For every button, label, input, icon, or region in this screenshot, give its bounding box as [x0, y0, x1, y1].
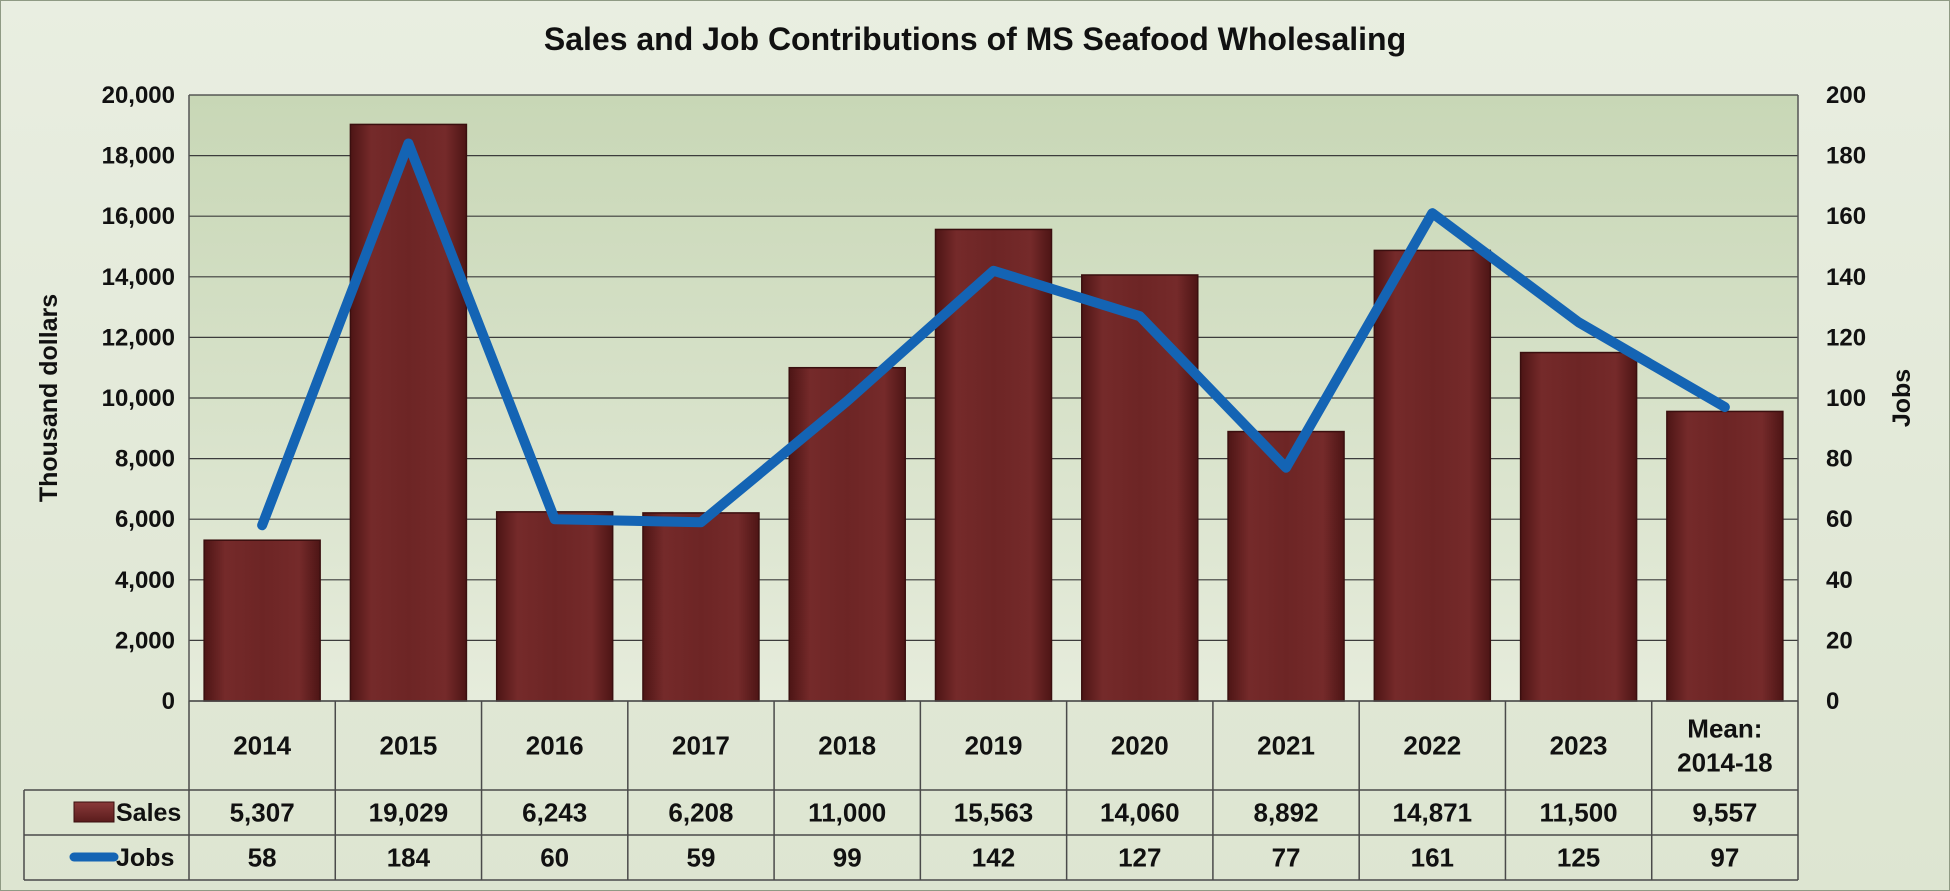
sales-bars [203, 123, 1784, 702]
sales-bar [495, 511, 614, 702]
jobs-value-label: 59 [686, 843, 715, 873]
jobs-point [1724, 406, 1726, 408]
left-tick-label: 10,000 [102, 385, 175, 412]
sales-bar [349, 123, 468, 702]
sales-value-label: 11,000 [808, 798, 886, 828]
jobs-point [1285, 467, 1287, 469]
category-label: 2016 [526, 731, 584, 761]
sales-value-label: 15,563 [954, 798, 1034, 828]
sales-value-label: 14,871 [1393, 798, 1473, 828]
category-label: 2018 [818, 731, 876, 761]
sales-value-label: 9,557 [1692, 798, 1757, 828]
right-tick-label: 160 [1826, 203, 1866, 230]
jobs-value-label: 97 [1710, 843, 1739, 873]
sales-bar [1227, 430, 1345, 702]
jobs-point [846, 400, 848, 402]
sales-bar [203, 539, 321, 702]
sales-bar [1666, 410, 1784, 702]
sales-row-label: Sales [116, 799, 181, 827]
left-tick-label: 18,000 [102, 143, 175, 170]
right-tick-label: 20 [1826, 627, 1853, 654]
jobs-point [1431, 212, 1433, 214]
sales-bar [1373, 249, 1492, 702]
right-tick-label: 0 [1826, 688, 1839, 715]
category-label: 2014-18 [1677, 748, 1772, 778]
sales-bar [788, 366, 906, 702]
sales-bar [642, 512, 760, 702]
left-tick-label: 14,000 [102, 264, 175, 291]
category-label: 2021 [1257, 731, 1315, 761]
left-tick-label: 12,000 [102, 324, 175, 351]
jobs-value-label: 184 [387, 843, 431, 873]
category-label: 2017 [672, 731, 730, 761]
left-axis-title: Thousand dollars [35, 294, 63, 502]
left-axis-ticks: 0 2,000 4,000 6,000 8,000 10,000 12,000 14,000 1… [102, 82, 175, 715]
left-tick-label: 20,000 [102, 82, 175, 109]
left-tick-label: 4,000 [115, 567, 175, 594]
sales-bar [1519, 351, 1638, 702]
right-tick-label: 60 [1826, 506, 1853, 533]
right-tick-label: 100 [1826, 385, 1866, 412]
category-label: Mean: [1687, 714, 1762, 744]
jobs-value-label: 142 [972, 843, 1015, 873]
jobs-value-label: 127 [1118, 843, 1161, 873]
right-tick-label: 180 [1826, 143, 1866, 170]
chart-title: Sales and Job Contributions of MS Seafoo… [544, 21, 1406, 57]
right-axis-title: Jobs [1888, 369, 1916, 427]
jobs-value-label: 58 [248, 843, 277, 873]
jobs-value-label: 125 [1557, 843, 1600, 873]
right-axis-ticks: 0 20 40 60 80 100 120 140 160 180 200 [1826, 82, 1866, 715]
right-tick-label: 40 [1826, 567, 1853, 594]
jobs-row-label: Jobs [116, 844, 174, 872]
sales-legend-swatch [73, 801, 115, 823]
right-tick-label: 80 [1826, 446, 1853, 473]
jobs-value-label: 161 [1411, 843, 1454, 873]
jobs-point [1578, 321, 1580, 323]
category-label: 2023 [1550, 731, 1608, 761]
category-label: 2022 [1403, 731, 1461, 761]
sales-value-label: 14,060 [1100, 798, 1180, 828]
jobs-value-label: 99 [833, 843, 862, 873]
category-label: 2019 [965, 731, 1023, 761]
jobs-line-group [257, 138, 1730, 531]
sales-bar [934, 228, 1053, 702]
category-label: 2015 [379, 731, 437, 761]
left-tick-label: 8,000 [115, 446, 175, 473]
jobs-point [1139, 315, 1141, 317]
left-tick-label: 0 [162, 688, 175, 715]
jobs-value-label: 60 [540, 843, 569, 873]
jobs-point [407, 142, 409, 144]
category-label: 2020 [1111, 731, 1169, 761]
left-tick-label: 2,000 [115, 627, 175, 654]
sales-value-label: 6,243 [522, 798, 587, 828]
left-tick-label: 16,000 [102, 203, 175, 230]
right-tick-label: 120 [1826, 324, 1866, 351]
right-tick-label: 140 [1826, 264, 1866, 291]
sales-value-label: 11,500 [1540, 798, 1618, 828]
data-table: 2014 2015 2016 2017 2018 2019 2020 2021 2022 2023… [23, 700, 1799, 881]
right-tick-label: 200 [1826, 82, 1866, 109]
sales-value-label: 8,892 [1254, 798, 1319, 828]
category-label: 2014 [233, 731, 291, 761]
sales-value-label: 6,208 [668, 798, 733, 828]
jobs-point [700, 521, 702, 523]
jobs-value-label: 77 [1272, 843, 1301, 873]
left-tick-label: 6,000 [115, 506, 175, 533]
jobs-point [554, 518, 556, 520]
sales-value-label: 5,307 [230, 798, 295, 828]
jobs-point [993, 270, 994, 272]
jobs-point [261, 524, 263, 526]
sales-value-label: 19,029 [369, 798, 449, 828]
sales-bar [1081, 274, 1199, 702]
